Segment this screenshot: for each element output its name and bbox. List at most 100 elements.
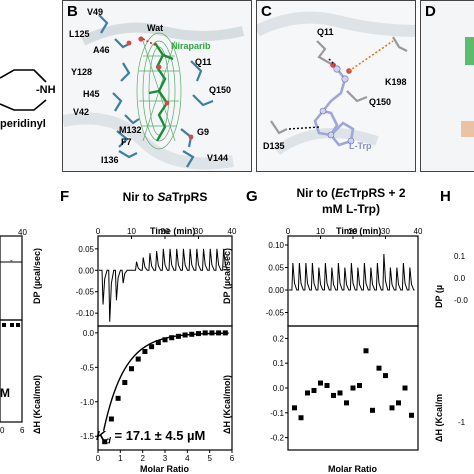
panel-f-itc: F Nir to SaTrpRS Time (min) DP (µcal/sec… xyxy=(32,180,240,474)
data-point xyxy=(318,380,323,386)
panel-h-ytick-1: 0.1 xyxy=(454,252,466,261)
residue-q150: Q150 xyxy=(209,85,232,95)
residue-wat: Wat xyxy=(147,23,164,33)
ligand-niraparib-label: Niraparib xyxy=(171,41,211,51)
data-point xyxy=(350,385,356,391)
y-tick-label: 0.05 xyxy=(268,264,284,273)
data-point xyxy=(298,415,304,421)
panel-f-kd-label: Kd = 17.1 ± 4.5 µM xyxy=(96,428,205,446)
data-point xyxy=(155,340,161,346)
panel-e-tick-dash: - xyxy=(10,256,13,265)
panel-g-title-line1: Nir to (EcTrpRS + 2 xyxy=(276,186,426,200)
panel-h-top-ylabel: DP (µ xyxy=(434,284,444,308)
data-point xyxy=(344,400,349,406)
panel-f-bottom-ylabel: ΔH (Kcal/mol) xyxy=(32,375,42,434)
x-tick-label: 0 xyxy=(96,227,101,236)
panel-f-top-xlabel: Time (min) xyxy=(150,226,196,236)
data-point xyxy=(115,395,121,401)
data-point xyxy=(222,330,228,336)
y-tick-label: -0.2 xyxy=(270,434,284,443)
data-point xyxy=(102,439,108,445)
x-tick-label: 20 xyxy=(161,227,170,236)
data-point xyxy=(175,333,181,339)
data-point xyxy=(331,392,336,398)
data-point xyxy=(209,330,215,336)
y-tick-label: -0.10 xyxy=(76,309,95,318)
data-point xyxy=(311,387,317,393)
residue-f7: F7 xyxy=(121,137,132,147)
y-tick-label: 0.00 xyxy=(268,286,284,295)
residue-y128: Y128 xyxy=(71,67,93,77)
x-tick-label: 5 xyxy=(207,454,212,463)
data-point xyxy=(292,405,297,411)
nh-label: -NH xyxy=(36,84,56,96)
x-tick-label: 1 xyxy=(118,454,123,463)
x-tick-label: 40 xyxy=(414,227,423,236)
residue-q11: Q11 xyxy=(195,57,212,67)
residue-l125: L125 xyxy=(69,29,90,39)
panel-e-partial: - M 0 6 40 xyxy=(0,226,50,474)
panel-g-title-italic: Ec xyxy=(335,186,350,200)
data-point xyxy=(402,385,408,391)
data-point xyxy=(122,379,128,385)
panel-b-structure: B V49 Wat L125 A46 Niraparib Y128 Q11 H4… xyxy=(62,0,252,172)
x-tick-label: 20 xyxy=(349,227,358,236)
y-tick-label: 0.0 xyxy=(83,329,95,338)
data-point xyxy=(389,405,395,411)
ligand-l-trp-label: L-Trp xyxy=(349,141,372,151)
panel-h-partial: H DP (µ ΔH (Kcal/m 0.1 0.0 -0.0 -1 xyxy=(430,180,474,474)
y-tick-label: -0.05 xyxy=(266,309,285,318)
data-point xyxy=(357,383,362,389)
residue-v49: V49 xyxy=(87,7,104,17)
data-point xyxy=(149,344,155,350)
panel-g-raw-plot: 0 10 20 30 40 0.10 0.05 0.00 -0.05 xyxy=(266,227,423,327)
x-tick-label: 10 xyxy=(127,227,136,236)
panel-h-bottom-ytick: -1 xyxy=(458,418,466,427)
residue-m132: M132 xyxy=(119,125,142,135)
data-point xyxy=(202,330,208,336)
panel-d-structure: D xyxy=(420,0,474,172)
data-point xyxy=(142,348,148,354)
data-point xyxy=(189,331,195,337)
y-tick-label: 0.00 xyxy=(78,266,94,275)
panel-g-letter: G xyxy=(246,188,258,205)
panel-b-letter: B xyxy=(67,3,78,20)
panel-g-top-ylabel: DP (µcal/sec) xyxy=(222,247,232,304)
panel-f-isotherm-plot: 0 1 2 3 4 5 6 0.0 -0.5 -1.0 -1.5 xyxy=(80,325,235,463)
data-point xyxy=(337,390,343,396)
panel-f-title-pre: Nir to xyxy=(122,190,158,204)
y-tick-label: 0.10 xyxy=(268,241,284,250)
panel-h-bottom-ylabel: ΔH (Kcal/m xyxy=(434,394,444,442)
panel-f-title-italic: Sa xyxy=(157,190,172,204)
kd-value: = 17.1 ± 4.5 µM xyxy=(110,428,206,443)
data-point xyxy=(305,390,310,396)
data-point xyxy=(409,412,414,418)
panel-g-itc: G Nir to (EcTrpRS + 2 mM L-Trp) Time (mi… xyxy=(222,180,426,474)
kd-symbol: K xyxy=(96,428,106,443)
x-tick-label: 0 xyxy=(96,454,101,463)
data-point xyxy=(169,335,175,341)
panel-e-axes xyxy=(0,235,23,423)
panel-f-title-post: TrpRS xyxy=(172,190,208,204)
data-point xyxy=(182,332,188,338)
panel-f-letter: F xyxy=(60,188,70,205)
panel-e-tick-6: 6 xyxy=(20,426,25,435)
panel-f-bottom-xlabel: Molar Ratio xyxy=(140,464,190,474)
panel-d-molecular-image xyxy=(421,1,474,171)
x-tick-label: 40 xyxy=(228,227,237,236)
panel-f-top-ylabel: DP (µcal/sec) xyxy=(32,247,42,304)
residue-h45: H45 xyxy=(83,89,100,99)
residue-v42: V42 xyxy=(73,107,90,117)
residue-i136: I136 xyxy=(101,155,119,165)
piperidinyl-label: peridinyl xyxy=(0,118,46,130)
y-tick-label: -1.5 xyxy=(80,432,94,441)
panel-h-ytick-2: 0.0 xyxy=(454,274,466,283)
y-tick-label: -0.1 xyxy=(270,409,284,418)
x-tick-label: 3 xyxy=(163,454,168,463)
panel-g-title-post: TrpRS + 2 xyxy=(349,186,406,200)
kd-subscript: d xyxy=(105,435,111,446)
thermogram-trace xyxy=(288,253,415,291)
y-tick-label: 0.2 xyxy=(273,334,285,343)
panel-g-bottom-xlabel: Molar Ratio xyxy=(328,464,378,474)
panel-d-letter: D xyxy=(425,3,436,20)
